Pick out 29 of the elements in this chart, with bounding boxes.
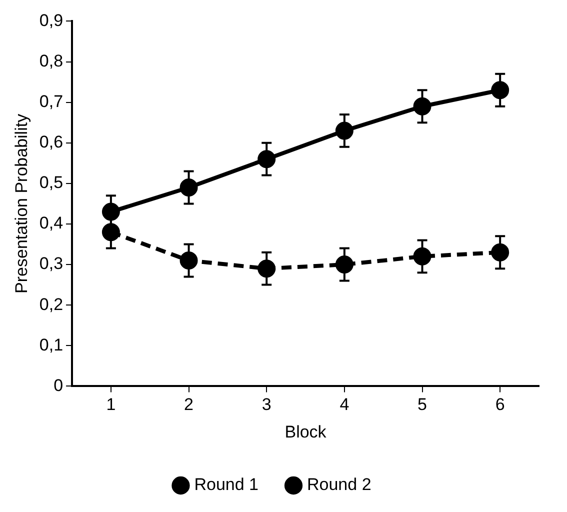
y-tick-label: 0,9 <box>39 10 64 30</box>
point <box>180 251 198 270</box>
y-tick-label: 0,3 <box>39 254 64 274</box>
y-tick-label: 0,6 <box>39 132 64 152</box>
x-tick-label: 3 <box>262 395 272 414</box>
y-tick-label: 0 <box>54 376 64 395</box>
point <box>491 243 510 262</box>
y-tick-label: 0,8 <box>39 51 64 70</box>
x-tick-label: 4 <box>340 395 350 414</box>
x-tick-label: 1 <box>106 395 116 414</box>
y-tick-label: 0,4 <box>39 214 64 233</box>
legend-label: Round 2 <box>307 475 372 494</box>
y-tick-label: 0,2 <box>39 294 64 314</box>
x-tick-label: 5 <box>418 395 427 414</box>
point <box>180 178 198 196</box>
y-tick-label: 0,1 <box>39 335 64 354</box>
y-tick-label: 0,7 <box>39 92 64 111</box>
y-tick-label: 0,5 <box>39 173 64 192</box>
point <box>491 81 510 100</box>
legend-label: Round 1 <box>194 475 259 494</box>
point <box>335 122 354 140</box>
point <box>258 260 276 278</box>
x-axis-title: Block <box>284 422 327 442</box>
point <box>258 150 276 168</box>
point <box>335 256 354 274</box>
point <box>413 97 432 116</box>
x-tick-label: 2 <box>184 395 194 414</box>
y-axis-title: Presentation Probability <box>12 113 31 294</box>
x-tick-label: 6 <box>495 395 505 414</box>
